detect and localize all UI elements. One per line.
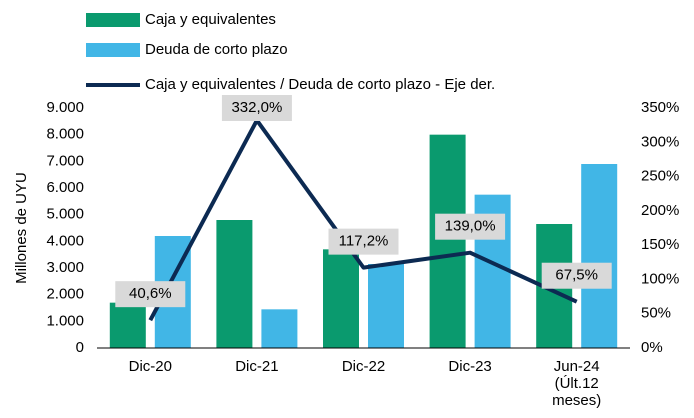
legend-label: Deuda de corto plazo [145,41,288,58]
y2-tick-label: 0% [641,339,663,356]
data-label: 67,5% [555,267,598,284]
y2-tick-label: 150% [641,236,679,253]
y2-tick-label: 350% [641,99,679,116]
y-tick-label: 4.000 [46,232,84,249]
x-tick-label: Jun-24 (Últ.12 meses) [552,358,602,409]
bar [368,264,404,348]
x-tick-label: Dic-23 [448,358,492,375]
x-tick-label: Dic-21 [235,358,279,375]
data-label: 40,6% [129,285,172,302]
y2-tick-label: 100% [641,270,679,287]
y2-tick-label: 200% [641,202,679,219]
y-tick-label: 0 [76,339,84,356]
x-tick-label: Dic-22 [341,358,386,375]
data-label: 332,0% [231,99,282,116]
y-tick-label: 5.000 [46,206,84,223]
data-label-box [541,262,612,289]
bar [216,220,253,348]
data-label: 139,0% [445,218,496,235]
y-tick-label: 2.000 [46,286,84,303]
y-axis-title: Millones de UYU [13,172,30,284]
y-tick-label: 7.000 [46,152,84,169]
bar [581,164,618,348]
bar [109,302,146,348]
legend-swatch [86,13,140,27]
y-tick-label: 6.000 [46,179,84,196]
legend-label: Caja y equivalentes / Deuda de corto pla… [145,76,495,93]
y-tick-label: 3.000 [46,259,84,276]
data-label: 117,2% [339,233,389,250]
line [148,118,578,322]
legend-label: Caja y equivalentes [145,11,276,28]
x-tick-label: Dic-20 [128,358,172,375]
y2-tick-label: 300% [641,133,679,150]
y-tick-label: 1.000 [46,312,84,329]
bar [429,134,466,348]
y-tick-label: 8.000 [46,126,84,143]
y2-tick-label: 50% [641,305,671,322]
data-label-box [115,281,186,308]
bar [261,309,298,348]
y2-tick-label: 250% [641,168,679,185]
data-label-box [328,228,399,255]
data-label-box [435,213,506,240]
data-label-box [221,95,292,121]
y-tick-label: 9.000 [46,99,84,116]
bar [323,249,359,348]
legend-swatch [86,43,140,57]
